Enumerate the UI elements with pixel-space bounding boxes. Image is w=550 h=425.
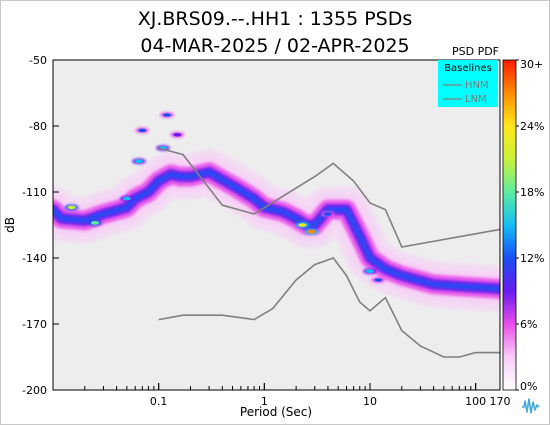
y-tick-label: -200 [22, 384, 47, 397]
pdf-peak [307, 229, 316, 234]
legend-label-hnm: HNM [465, 80, 489, 91]
pdf-peak [366, 269, 374, 274]
y-axis: -50 -80 -110 -140 -170 -200 [22, 54, 59, 397]
pdf-peak [173, 133, 182, 137]
legend-label-lnm: LNM [465, 94, 487, 105]
colorbar-title: PSD PDF [452, 45, 499, 58]
pdf-peak [134, 159, 143, 163]
colorbar-label: 12% [520, 252, 544, 265]
pdf-peak [91, 221, 99, 225]
pdf-peak [374, 278, 383, 282]
colorbar-label: 30+ [520, 58, 543, 71]
pdf-band [53, 169, 500, 292]
colorbar [502, 59, 517, 391]
legend-title: Baselines [444, 63, 492, 74]
psd-density [53, 112, 500, 312]
logo-icon [522, 398, 540, 414]
y-tick-label: -140 [22, 252, 47, 265]
chart-title: XJ.BRS09.--.HH1 : 1355 PSDs [138, 8, 413, 30]
y-tick-label: -170 [22, 318, 47, 331]
y-tick-label: -110 [22, 186, 47, 199]
pdf-peak [163, 113, 171, 117]
baseline-lnm [158, 257, 500, 358]
x-tick-label: 100 [465, 395, 486, 408]
pdf-peak [67, 205, 76, 210]
x-tick-label: 0.1 [150, 395, 168, 408]
plot-frame [52, 59, 501, 391]
x-axis: 0.1 1 10 100 170 [52, 383, 511, 408]
x-tick-label: 10 [363, 395, 377, 408]
pdf-peak [298, 223, 307, 227]
colorbar-label: 18% [520, 186, 544, 199]
chart-subtitle: 04-MAR-2025 / 02-APR-2025 [140, 35, 409, 57]
colorbar-label: 0% [520, 380, 537, 393]
baseline-hnm [158, 147, 500, 248]
colorbar-label: 6% [520, 318, 537, 331]
y-tick-label: -50 [29, 54, 47, 67]
colorbar-labels: 30+ 24% 18% 12% 6% 0% [516, 58, 544, 393]
colorbar-label: 24% [520, 120, 544, 133]
x-axis-title: Period (Sec) [240, 405, 312, 419]
pdf-peak [138, 128, 147, 133]
pdf-peak [122, 196, 131, 201]
x-tick-label: 170 [490, 395, 511, 408]
legend: Baselines HNM LNM [438, 60, 498, 107]
y-tick-label: -80 [29, 120, 47, 133]
x-tick-label: 1 [261, 395, 268, 408]
baselines [158, 147, 500, 358]
y-axis-title: dB [3, 217, 17, 233]
pdf-peak [323, 212, 332, 216]
